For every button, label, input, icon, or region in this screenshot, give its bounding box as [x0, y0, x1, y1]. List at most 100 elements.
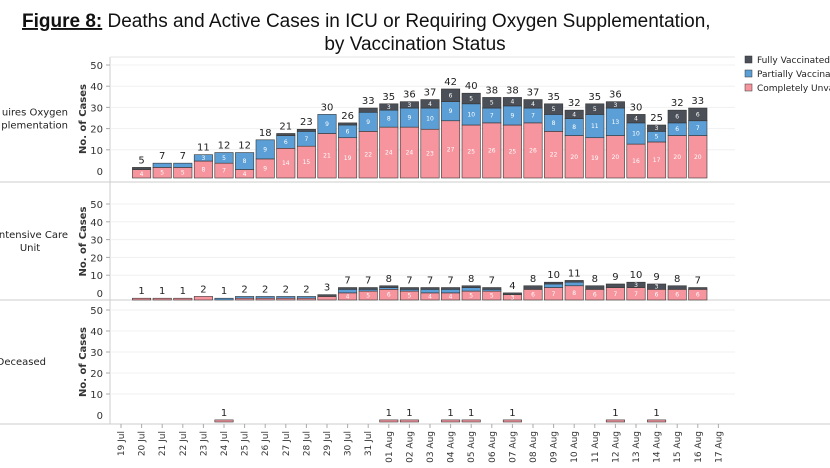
bar-segment-fully-vaccinated [420, 99, 440, 109]
segment-value-label: 6 [531, 292, 535, 299]
segment-value-label: 3 [655, 125, 659, 132]
segment-value-label: 5 [181, 170, 185, 177]
segment-value-label: 20 [694, 154, 702, 161]
bar-total-label: 36 [609, 90, 622, 101]
segment-value-label: 25 [509, 149, 517, 156]
segment-value-label: 4 [531, 101, 535, 108]
segment-value-label: 20 [673, 154, 681, 161]
bar-segment-fully-vaccinated [544, 103, 564, 115]
x-tick-label: 26 Jul [261, 431, 271, 456]
bar-segment-fully-vaccinated [482, 97, 502, 109]
segment-value-label: 7 [634, 291, 638, 298]
bar-total-label: 30 [630, 102, 643, 113]
y-tick-label: 10 [90, 390, 103, 401]
y-axis-label: No. of Cases [78, 327, 89, 397]
bar-segment-partially-vaccinated [461, 287, 481, 292]
segment-value-label: 9 [366, 119, 370, 126]
bar-total-label: 32 [568, 98, 581, 109]
segment-value-label: 9 [449, 108, 453, 115]
bar-total-label: 9 [612, 272, 618, 283]
legend-label: Fully Vaccinated [757, 56, 830, 66]
x-tick-label: 04 Aug [447, 431, 457, 463]
bar-segment-fully-vaccinated [461, 285, 481, 288]
bar-total-label: 38 [506, 85, 519, 96]
segment-value-label: 9 [510, 112, 514, 119]
y-tick-label: 50 [90, 61, 103, 72]
bar-segment-fully-vaccinated [399, 287, 419, 290]
bar-segment-partially-vaccinated [214, 152, 234, 164]
bar-segment-partially-vaccinated [544, 283, 564, 288]
bar-total-label: 35 [588, 92, 601, 103]
bar-segment-fully-vaccinated [399, 101, 419, 109]
row-label: plementation [1, 121, 68, 132]
bar-total-label: 25 [650, 113, 663, 124]
bar-segment-partially-vaccinated [173, 162, 193, 168]
bar-total-label: 7 [180, 151, 186, 162]
segment-value-label: 15 [303, 159, 311, 166]
segment-value-label: 7 [552, 291, 556, 298]
bar-total-label: 7 [447, 276, 453, 287]
segment-value-label: 5 [160, 170, 164, 177]
bar-segment-fully-vaccinated [667, 109, 687, 124]
segment-value-label: 6 [696, 111, 700, 118]
row-label: ntensive Care [0, 230, 68, 241]
bar-segment-completely-unvaccinated [173, 297, 193, 301]
bar-segment-completely-unvaccinated [379, 419, 399, 423]
bar-total-label: 12 [238, 141, 251, 152]
segment-value-label: 27 [447, 146, 455, 153]
y-tick-label: 0 [97, 411, 103, 422]
x-tick-label: 15 Aug [673, 431, 683, 463]
bar-total-label: 35 [547, 92, 560, 103]
segment-value-label: 7 [222, 168, 226, 175]
bar-total-label: 11 [197, 143, 210, 154]
segment-value-label: 5 [655, 134, 659, 141]
bar-segment-partially-vaccinated [276, 296, 296, 299]
bar-segment-partially-vaccinated [255, 139, 275, 160]
segment-value-label: 6 [675, 292, 679, 299]
segment-value-label: 5 [593, 106, 597, 113]
bar-total-label: 7 [406, 276, 412, 287]
legend-swatch [744, 83, 753, 92]
bar-total-label: 7 [159, 151, 165, 162]
segment-value-label: 5 [366, 293, 370, 300]
segment-value-label: 24 [385, 150, 393, 157]
y-tick-label: 20 [90, 125, 103, 136]
bar-segment-partially-vaccinated [564, 281, 584, 287]
bar-segment-completely-unvaccinated [441, 419, 461, 423]
segment-value-label: 9 [325, 121, 329, 128]
bar-segment-fully-vaccinated [338, 287, 358, 290]
segment-value-label: 24 [406, 150, 414, 157]
bar-segment-fully-vaccinated [502, 97, 522, 107]
bar-total-label: 18 [259, 128, 272, 139]
segment-value-label: 21 [323, 153, 331, 160]
segment-value-label: 5 [490, 293, 494, 300]
segment-value-label: 19 [591, 155, 599, 162]
segment-value-label: 4 [140, 171, 144, 178]
bar-total-label: 7 [365, 276, 371, 287]
bar-segment-completely-unvaccinated [132, 297, 152, 301]
segment-value-label: 8 [387, 116, 391, 123]
bar-segment-completely-unvaccinated [461, 419, 481, 423]
bar-segment-fully-vaccinated [482, 287, 502, 290]
x-tick-label: 19 Jul [117, 431, 127, 456]
y-axis-label: No. of Cases [78, 206, 89, 276]
y-tick-label: 40 [90, 82, 103, 93]
segment-value-label: 3 [510, 294, 514, 301]
segment-value-label: 6 [675, 114, 679, 121]
bar-segment-fully-vaccinated [688, 287, 708, 290]
bar-total-label: 1 [159, 286, 165, 297]
y-tick-label: 20 [90, 253, 103, 264]
figure-label: Figure 8: [22, 11, 102, 32]
bar-total-label: 2 [200, 284, 206, 295]
segment-value-label: 5 [469, 96, 473, 103]
x-tick-label: 14 Aug [653, 431, 663, 463]
segment-value-label: 9 [263, 165, 267, 172]
segment-value-label: 5 [222, 155, 226, 162]
x-tick-label: 30 Jul [344, 431, 354, 456]
segment-value-label: 3 [387, 104, 391, 111]
bar-total-label: 12 [218, 141, 231, 152]
x-tick-label: 07 Aug [508, 431, 518, 463]
y-tick-label: 10 [90, 146, 103, 157]
bar-segment-fully-vaccinated [626, 281, 646, 288]
